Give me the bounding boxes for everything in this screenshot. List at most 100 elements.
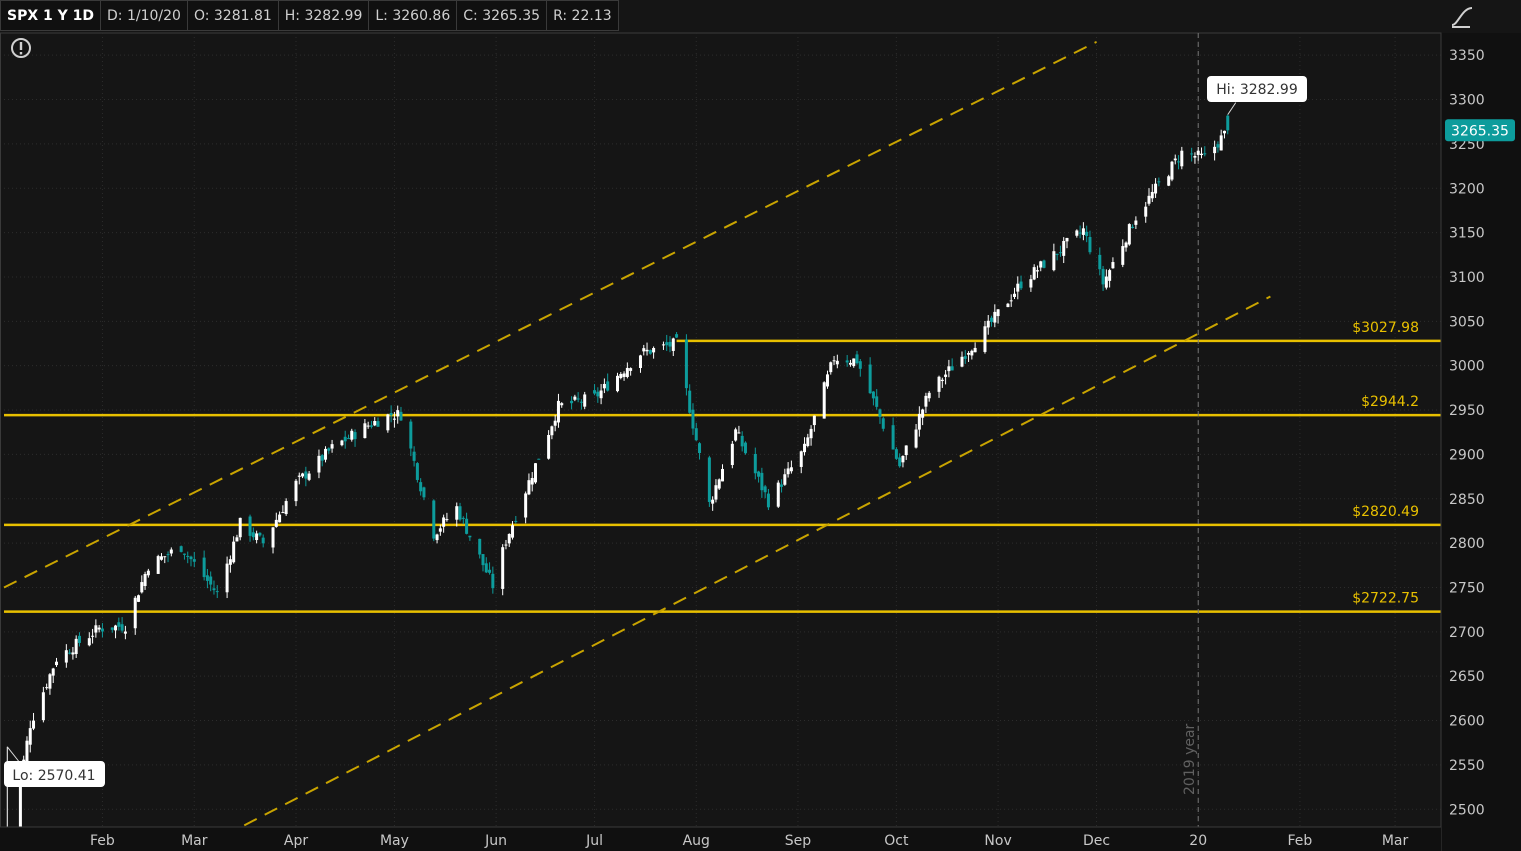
candle-body bbox=[937, 376, 941, 392]
candle-body bbox=[1157, 181, 1161, 183]
candle-body bbox=[881, 418, 885, 429]
candle-body bbox=[432, 500, 436, 539]
candle-body bbox=[1131, 226, 1135, 229]
candle-body bbox=[274, 519, 278, 527]
candle-body bbox=[901, 455, 905, 463]
candle-body bbox=[970, 350, 974, 356]
candle-body bbox=[967, 352, 971, 355]
candle-body bbox=[215, 591, 219, 593]
channel-line[interactable] bbox=[3, 40, 1097, 589]
candle-body bbox=[645, 349, 649, 352]
candle-body bbox=[829, 362, 833, 373]
candle-body bbox=[734, 429, 738, 441]
candle-body bbox=[1101, 268, 1105, 285]
candle-body bbox=[74, 638, 78, 655]
candle-body bbox=[1219, 135, 1223, 151]
candle-body bbox=[1121, 246, 1125, 265]
candle-body bbox=[1019, 281, 1023, 289]
open-readout: O: 3281.81 bbox=[187, 0, 279, 31]
candle-body bbox=[1062, 241, 1066, 256]
x-axis[interactable]: Feb Mar Apr May Jun Jul Aug Sep Oct Nov Dec 20 Feb Ma… bbox=[0, 826, 1441, 851]
candle-body bbox=[422, 487, 426, 498]
y-tick-label: 2600 bbox=[1449, 714, 1485, 730]
candle-body bbox=[871, 391, 875, 399]
candle-body bbox=[278, 514, 282, 523]
candle-body bbox=[868, 364, 872, 394]
candle-body bbox=[789, 467, 793, 472]
trend-channel[interactable] bbox=[3, 40, 1271, 837]
y-axis[interactable]: 2500 2550 2600 2650 2700 2750 2800 2850 2900 2950… bbox=[1440, 33, 1521, 851]
x-tick-label: Mar bbox=[1382, 833, 1409, 849]
candle-body bbox=[547, 435, 551, 459]
candle-body bbox=[399, 411, 403, 421]
candle-body bbox=[133, 597, 137, 629]
price-level-label: $3027.98 bbox=[1352, 320, 1419, 336]
candle-body bbox=[94, 625, 98, 633]
candle-body bbox=[1177, 161, 1181, 163]
candle-body bbox=[225, 563, 229, 593]
candle-body bbox=[553, 420, 557, 426]
candle-body bbox=[1104, 276, 1108, 288]
candle-body bbox=[25, 740, 29, 763]
candle-body bbox=[169, 549, 173, 554]
last-price-label: 3265.35 bbox=[1451, 123, 1509, 139]
candle-body bbox=[455, 506, 459, 520]
candle-body bbox=[990, 317, 994, 322]
candle-body bbox=[1193, 156, 1197, 158]
candle-body bbox=[799, 451, 803, 467]
candle-body bbox=[163, 556, 167, 558]
y-tick-label: 3100 bbox=[1449, 270, 1485, 286]
candle-body bbox=[1180, 150, 1184, 167]
candle-body bbox=[1012, 293, 1016, 297]
candle-body bbox=[235, 537, 239, 542]
support-resistance-levels[interactable]: $3027.98 $2944.2 $2820.49 $2722.75 bbox=[4, 320, 1441, 613]
candle-body bbox=[258, 532, 262, 536]
last-price-badge bbox=[1445, 119, 1515, 142]
x-tick-label: Sep bbox=[785, 833, 812, 849]
y-tick-label: 2900 bbox=[1449, 447, 1485, 463]
y-axis-panel bbox=[1441, 33, 1521, 851]
candle-body bbox=[137, 595, 141, 602]
symbol-label[interactable]: SPX 1 Y 1D bbox=[0, 0, 102, 31]
channel-line[interactable] bbox=[223, 295, 1271, 837]
candle-body bbox=[665, 342, 669, 346]
candle-body bbox=[54, 661, 58, 666]
candle-body bbox=[68, 652, 72, 654]
candle-body bbox=[737, 432, 741, 434]
y-tick-label: 3000 bbox=[1449, 359, 1485, 375]
y-tick-label: 2750 bbox=[1449, 580, 1485, 596]
candle-body bbox=[1216, 144, 1220, 148]
candle-body bbox=[123, 631, 127, 634]
candle-body bbox=[251, 532, 255, 538]
candle-body bbox=[1042, 260, 1046, 268]
x-tick-label: Aug bbox=[683, 833, 710, 849]
candle-body bbox=[1055, 253, 1059, 255]
candle-body bbox=[924, 395, 928, 407]
candle-body bbox=[392, 418, 396, 420]
candle-body bbox=[442, 517, 446, 527]
candle-body bbox=[986, 320, 990, 328]
candle-body bbox=[1065, 237, 1069, 242]
alert-circle-icon[interactable] bbox=[11, 38, 31, 58]
candle-body bbox=[18, 779, 22, 839]
candle-body bbox=[642, 348, 646, 352]
candle-body bbox=[898, 457, 902, 467]
candle-body bbox=[1124, 242, 1128, 248]
candle-body bbox=[1075, 230, 1079, 236]
candle-body bbox=[661, 344, 665, 346]
drawing-tool-icon[interactable] bbox=[1451, 7, 1473, 28]
candle-body bbox=[294, 480, 298, 502]
candle-body bbox=[835, 360, 839, 365]
x-tick-label: Feb bbox=[1288, 833, 1313, 849]
candle-body bbox=[396, 410, 400, 417]
candle-body bbox=[284, 501, 288, 515]
candle-body bbox=[186, 555, 190, 557]
candle-body bbox=[202, 557, 206, 578]
candle-body bbox=[714, 485, 718, 500]
candle-body bbox=[671, 338, 675, 351]
candle-body bbox=[189, 556, 193, 560]
candle-body bbox=[983, 326, 987, 352]
candle-body bbox=[560, 403, 564, 406]
